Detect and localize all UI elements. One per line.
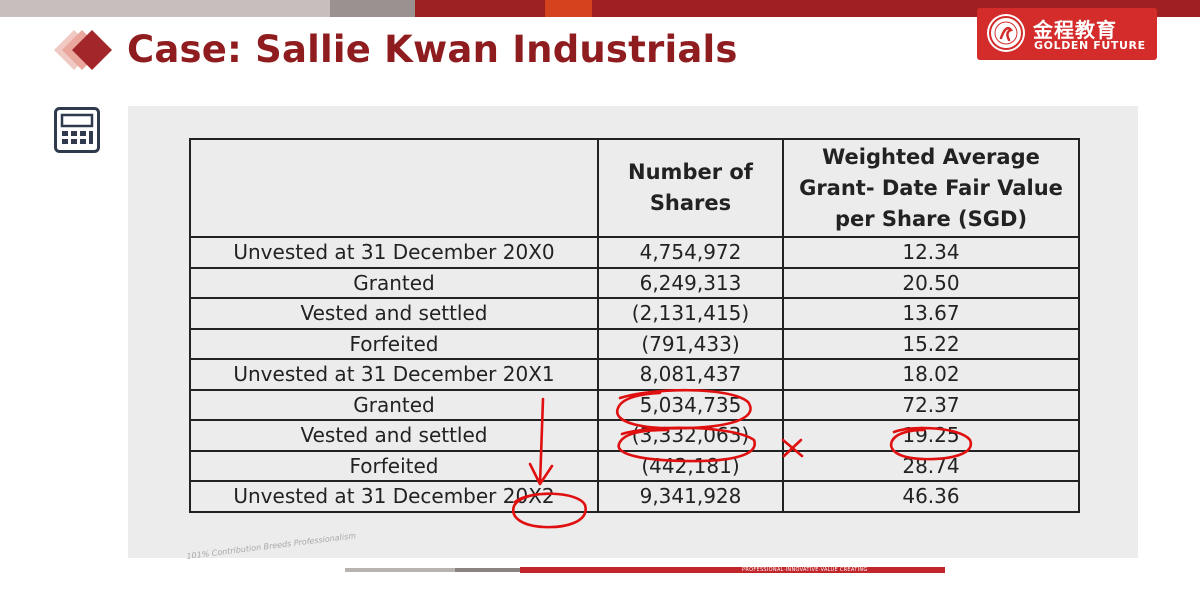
row-label: Forfeited [189,327,599,360]
table-row: Forfeited (791,433) 15.22 [189,327,1080,360]
row-shares: 8,081,437 [597,358,784,391]
table-row: Forfeited (442,181) 28.74 [189,449,1080,482]
table-row: Vested and settled (3,332,063) 19.25 [189,419,1080,452]
row-shares: 5,034,735 [597,388,784,421]
golden-future-logo: 金程教育 GOLDEN FUTURE [977,8,1157,60]
table-header-row: Number of Shares Weighted Average Grant-… [189,138,1080,238]
footer-motto: PROFESSIONAL·INNOVATIVE·VALUE CREATING [742,567,868,573]
table-row: Granted 5,034,735 72.37 [189,388,1080,421]
row-fair-value: 19.25 [782,419,1080,452]
logo-english-name: GOLDEN FUTURE [1034,39,1146,52]
row-label: Forfeited [189,449,599,482]
row-fair-value: 13.67 [782,297,1080,330]
logo-chinese-name: 金程教育 [1033,18,1117,42]
row-label: Unvested at 31 December 20X1 [189,358,599,391]
table-row: Unvested at 31 December 20X1 8,081,437 1… [189,358,1080,391]
table-row: Granted 6,249,313 20.50 [189,266,1080,299]
row-shares: 9,341,928 [597,480,784,513]
title-diamond-icon [54,30,112,70]
row-label: Granted [189,388,599,421]
row-fair-value: 15.22 [782,327,1080,360]
footer-line-dark [455,568,520,572]
row-shares: (791,433) [597,327,784,360]
row-shares: (442,181) [597,449,784,482]
row-label: Granted [189,266,599,299]
row-fair-value: 18.02 [782,358,1080,391]
row-label: Vested and settled [189,297,599,330]
logo-seal-icon [987,14,1025,52]
row-fair-value: 12.34 [782,236,1080,269]
share-awards-table: Number of Shares Weighted Average Grant-… [189,138,1080,513]
row-fair-value: 46.36 [782,480,1080,513]
row-label: Unvested at 31 December 20X2 [189,480,599,513]
row-shares: (2,131,415) [597,297,784,330]
row-fair-value: 28.74 [782,449,1080,482]
header-label-cell [189,138,599,238]
calculator-icon [54,107,100,153]
row-shares: 4,754,972 [597,236,784,269]
slide-title: Case: Sallie Kwan Industrials [127,28,738,71]
top-color-band [0,0,1200,17]
table-row: Vested and settled (2,131,415) 13.67 [189,297,1080,330]
row-fair-value: 20.50 [782,266,1080,299]
table-row: Unvested at 31 December 20X0 4,754,972 1… [189,236,1080,269]
table-row: Unvested at 31 December 20X2 9,341,928 4… [189,480,1080,513]
footer-line-gray [345,568,455,572]
header-number-of-shares: Number of Shares [597,138,784,238]
row-label: Unvested at 31 December 20X0 [189,236,599,269]
row-label: Vested and settled [189,419,599,452]
footer-line-red [520,567,945,573]
header-fair-value: Weighted Average Grant- Date Fair Value … [782,138,1080,238]
row-shares: (3,332,063) [597,419,784,452]
row-fair-value: 72.37 [782,388,1080,421]
row-shares: 6,249,313 [597,266,784,299]
